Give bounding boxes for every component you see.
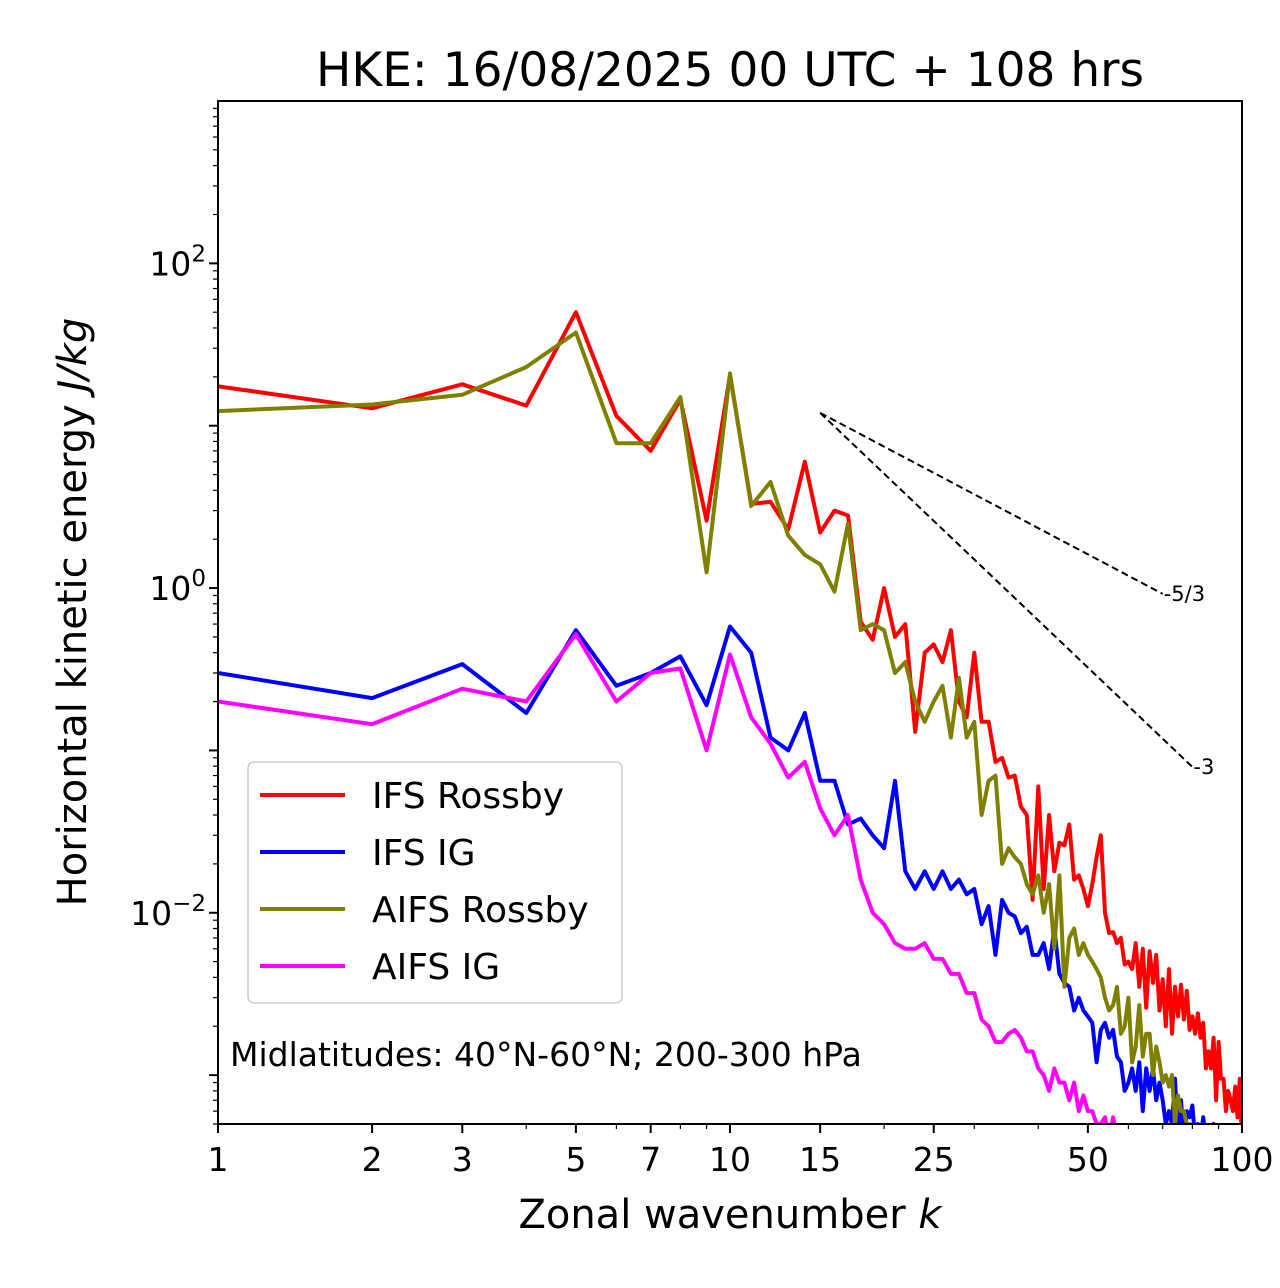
x-axis-ticks: 1 2 3 5 7 10 15 25 50 100: [208, 1124, 1274, 1179]
x-axis-label: Zonal wavenumber k: [518, 1192, 943, 1238]
reference-line-label: -3: [1193, 755, 1214, 779]
x-tick-label: 2: [362, 1140, 383, 1179]
x-tick-label: 3: [452, 1140, 473, 1179]
y-axis-label: Horizontal kinetic energy J/kg: [50, 318, 96, 907]
legend-label-ifs-rossby: IFS Rossby: [372, 776, 564, 817]
y-tick-label: 10−2: [130, 891, 206, 933]
y-axis-label-text: Horizontal kinetic energy: [50, 392, 96, 907]
reference-line-slope: [819, 412, 1194, 768]
legend-label-aifs-ig: AIFS IG: [372, 947, 500, 988]
series-line-aifs-rossby: [218, 330, 1192, 1124]
x-axis-label-var: k: [918, 1192, 943, 1238]
x-tick-label: 50: [1067, 1140, 1109, 1179]
x-tick-label: 5: [565, 1140, 586, 1179]
legend: IFS Rossby IFS IG AIFS Rossby AIFS IG: [247, 761, 623, 1004]
y-axis-ticks: 102 100 10−2: [130, 107, 218, 1125]
y-tick-label: 102: [149, 241, 206, 283]
x-tick-label: 1: [208, 1140, 229, 1179]
reference-line-slope: [819, 411, 1164, 595]
series-layer: [218, 310, 1242, 1124]
x-tick-label: 10: [709, 1140, 751, 1179]
legend-box: [247, 761, 623, 1004]
legend-label-aifs-rossby: AIFS Rossby: [372, 890, 589, 931]
y-tick-label: 100: [149, 566, 206, 608]
x-tick-label: 15: [799, 1140, 841, 1179]
legend-label-ifs-ig: IFS IG: [372, 833, 476, 874]
x-tick-label: 7: [640, 1140, 661, 1179]
chart-title: HKE: 16/08/2025 00 UTC + 108 hrs: [316, 43, 1144, 98]
reference-slopes: -5/3 -3: [819, 411, 1214, 779]
x-tick-label: 100: [1211, 1140, 1274, 1179]
region-annotation: Midlatitudes: 40°N-60°N; 200-300 hPa: [230, 1035, 862, 1074]
y-axis-label-units: J/kg: [50, 318, 96, 399]
x-axis-label-text: Zonal wavenumber: [518, 1192, 918, 1238]
x-tick-label: 25: [913, 1140, 955, 1179]
series-line-aifs-ig: [218, 632, 1117, 1124]
reference-line-label: -5/3: [1164, 582, 1205, 606]
